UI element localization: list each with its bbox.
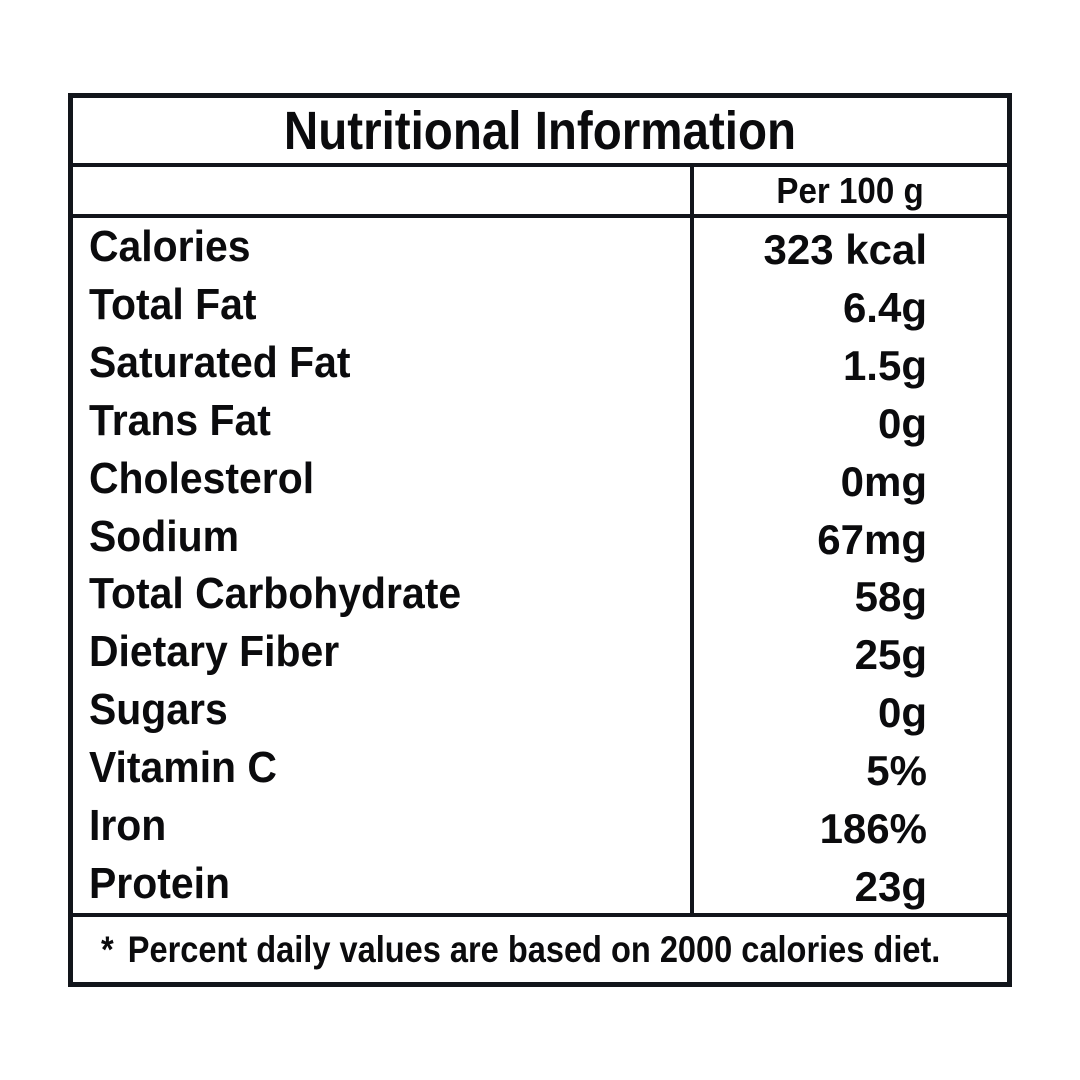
nutrient-row: Cholesterol 0mg	[73, 449, 1007, 508]
footnote-text: Percent daily values are based on 2000 c…	[127, 928, 941, 970]
nutrient-row: Iron 186%	[73, 797, 1007, 856]
nutrient-value-cell: 0g	[690, 391, 1007, 450]
column-header-row: Per 100 g	[73, 167, 1007, 218]
nutrient-value: 25g	[854, 631, 927, 679]
nutrient-label-cell: Dietary Fiber	[73, 623, 690, 681]
nutrient-value: 0g	[877, 399, 927, 447]
nutrient-label: Sodium	[89, 511, 240, 561]
nutrient-value-cell: 23g	[690, 855, 1007, 914]
nutrient-row: Sugars 0g	[73, 681, 1007, 740]
nutrient-label-cell: Calories	[73, 218, 690, 276]
nutrient-row: Dietary Fiber 25g	[73, 623, 1007, 682]
nutrient-label: Trans Fat	[89, 395, 271, 445]
table-title: Nutritional Information	[283, 100, 797, 161]
nutrient-row: Calories 323 kcal	[73, 218, 1007, 276]
nutrient-label-cell: Protein	[73, 855, 690, 913]
nutrient-value: 0mg	[840, 457, 927, 505]
nutrient-value: 5%	[866, 747, 927, 795]
nutrient-row: Total Fat 6.4g	[73, 275, 1007, 334]
nutrient-row: Protein 23g	[73, 855, 1007, 914]
nutrient-rows: Calories 323 kcal Total Fat 6.4g Saturat…	[73, 218, 1007, 914]
nutrient-value-cell: 0g	[690, 681, 1007, 740]
nutrient-row: Total Carbohydrate 58g	[73, 565, 1007, 624]
nutrient-label: Total Fat	[89, 279, 257, 329]
nutrient-label-cell: Iron	[73, 797, 690, 855]
nutrient-row: Trans Fat 0g	[73, 391, 1007, 450]
column-header-cell: Per 100 g	[690, 167, 1007, 214]
nutrient-value-cell: 25g	[690, 623, 1007, 682]
nutrient-label-cell: Sugars	[73, 681, 690, 739]
nutrient-value: 323 kcal	[763, 225, 928, 273]
nutrient-value: 67mg	[817, 515, 927, 563]
footnote: * Percent daily values are based on 2000 …	[101, 929, 940, 971]
nutrient-label-cell: Vitamin C	[73, 739, 690, 797]
column-header-empty-cell	[73, 167, 690, 214]
nutrient-value-cell: 58g	[690, 565, 1007, 624]
nutrient-row: Sodium 67mg	[73, 507, 1007, 566]
nutrient-label: Protein	[89, 859, 230, 909]
nutrient-row: Saturated Fat 1.5g	[73, 333, 1007, 392]
nutrient-label: Calories	[89, 221, 251, 271]
nutrient-label-cell: Cholesterol	[73, 450, 690, 508]
nutrient-label: Vitamin C	[89, 743, 277, 793]
nutrient-value-cell: 5%	[690, 739, 1007, 798]
nutrient-value-cell: 323 kcal	[690, 218, 1007, 276]
nutrient-label-cell: Total Carbohydrate	[73, 566, 690, 624]
nutrient-value-cell: 0mg	[690, 449, 1007, 508]
nutrient-label: Cholesterol	[89, 453, 315, 503]
nutrient-value: 186%	[819, 805, 927, 853]
table-title-row: Nutritional Information	[73, 98, 1007, 167]
nutrient-value: 0g	[877, 689, 927, 737]
footnote-row: * Percent daily values are based on 2000 …	[73, 913, 1007, 982]
nutrient-value-cell: 186%	[690, 797, 1007, 856]
nutrient-value: 6.4g	[842, 283, 927, 331]
per-100g-header: Per 100 g	[776, 169, 925, 211]
nutrient-value-cell: 67mg	[690, 507, 1007, 566]
nutrient-label-cell: Saturated Fat	[73, 334, 690, 392]
nutrient-label: Total Carbohydrate	[89, 569, 462, 619]
nutrient-label-cell: Trans Fat	[73, 392, 690, 450]
nutrient-label-cell: Sodium	[73, 508, 690, 566]
nutrient-label-cell: Total Fat	[73, 276, 690, 334]
nutrient-value-cell: 1.5g	[690, 333, 1007, 392]
nutrient-label: Saturated Fat	[89, 337, 351, 387]
nutrient-value-cell: 6.4g	[690, 275, 1007, 334]
nutrient-value: 58g	[854, 573, 927, 621]
nutrient-label: Dietary Fiber	[89, 627, 340, 677]
footnote-asterisk: *	[101, 928, 114, 970]
nutrient-row: Vitamin C 5%	[73, 739, 1007, 798]
nutrient-label: Iron	[89, 801, 167, 851]
nutrient-value: 1.5g	[842, 341, 927, 389]
nutrition-table: Nutritional Information Per 100 g Calori…	[68, 93, 1012, 987]
nutrient-label: Sugars	[89, 685, 228, 735]
nutrient-value: 23g	[854, 863, 927, 911]
